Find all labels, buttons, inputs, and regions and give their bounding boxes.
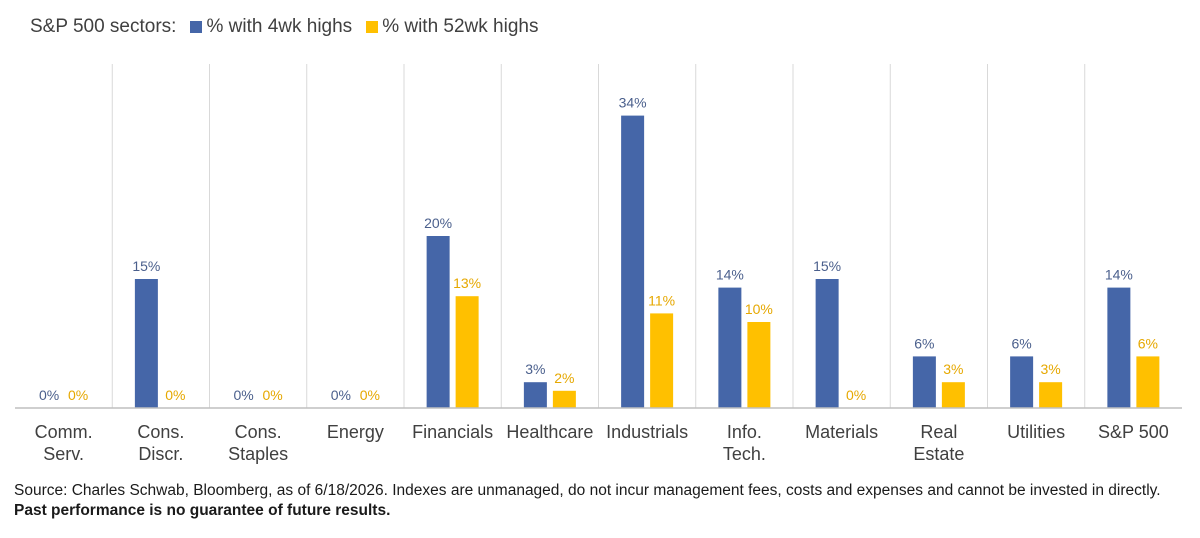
legend-label-4wk: % with 4wk highs	[206, 16, 353, 37]
bars	[134, 115, 1160, 408]
bar-52wk	[1039, 382, 1063, 408]
value-label-4wk: 3%	[525, 361, 545, 377]
value-label-4wk: 34%	[619, 95, 647, 111]
legend-item-4wk: % with 4wk highs	[190, 16, 352, 38]
value-label-4wk: 15%	[813, 258, 841, 274]
value-label-4wk: 14%	[1105, 267, 1133, 283]
bar-4wk	[1107, 287, 1131, 408]
bar-chart: 0% 0% 15% 0% 0% 0% 0% 0% 20% 13% 3% 2% 34% 11% 14% 10% 1…	[15, 64, 1182, 464]
tick-label: Cons.	[235, 422, 282, 442]
tick-label: Info.	[727, 422, 762, 442]
value-label-52wk: 0%	[360, 387, 380, 403]
value-label-4wk: 0%	[234, 387, 254, 403]
value-label-52wk: 0%	[263, 387, 283, 403]
legend-swatch-52wk	[366, 21, 379, 33]
value-label-4wk: 6%	[1012, 335, 1032, 351]
bar-4wk	[1010, 356, 1034, 408]
value-label-4wk: 20%	[424, 215, 452, 231]
bar-52wk	[455, 296, 479, 408]
bar-52wk	[1136, 356, 1160, 408]
tick-label: Serv.	[43, 444, 84, 464]
value-labels: 0% 0% 15% 0% 0% 0% 0% 0% 20% 13% 3% 2% 34% 11% 14% 10% 1…	[39, 95, 1158, 403]
bar-52wk	[941, 382, 965, 408]
value-label-52wk: 3%	[1041, 361, 1061, 377]
value-label-52wk: 6%	[1138, 335, 1158, 351]
value-label-52wk: 3%	[943, 361, 963, 377]
bar-4wk	[815, 279, 839, 408]
legend-label-52wk: % with 52wk highs	[382, 16, 539, 37]
bar-4wk	[912, 356, 936, 408]
value-label-4wk: 0%	[331, 387, 351, 403]
footnote-disclaimer: Past performance is no guarantee of futu…	[14, 502, 391, 519]
chart-legend: S&P 500 sectors: % with 4wk highs % with…	[30, 12, 552, 42]
legend-item-52wk: % with 52wk highs	[366, 16, 538, 38]
value-label-52wk: 0%	[165, 387, 185, 403]
tick-label: Cons.	[137, 422, 184, 442]
bar-52wk	[552, 390, 576, 408]
bar-4wk	[718, 287, 742, 408]
tick-label: S&P 500	[1098, 422, 1169, 442]
bar-4wk	[426, 236, 450, 408]
value-label-4wk: 6%	[914, 335, 934, 351]
value-label-4wk: 15%	[132, 258, 160, 274]
bar-4wk	[134, 279, 158, 408]
category-separators	[111, 64, 1086, 408]
value-label-52wk: 2%	[554, 370, 574, 386]
tick-label: Real	[920, 422, 957, 442]
legend-title: S&P 500 sectors:	[30, 16, 177, 37]
value-label-4wk: 0%	[39, 387, 59, 403]
value-label-4wk: 14%	[716, 267, 744, 283]
bar-52wk	[747, 322, 771, 408]
tick-label: Materials	[805, 422, 878, 442]
value-label-52wk: 13%	[453, 275, 481, 291]
footnote-text: Source: Charles Schwab, Bloomberg, as of…	[14, 482, 1161, 499]
tick-label: Utilities	[1007, 422, 1065, 442]
tick-label: Financials	[412, 422, 493, 442]
tick-label: Healthcare	[506, 422, 593, 442]
value-label-52wk: 11%	[648, 292, 675, 308]
tick-label: Energy	[327, 422, 384, 442]
tick-label: Staples	[228, 444, 288, 464]
tick-label: Discr.	[138, 444, 183, 464]
tick-label: Tech.	[723, 444, 766, 464]
bar-4wk	[621, 115, 645, 408]
bar-52wk	[650, 313, 674, 408]
source-footnote: Source: Charles Schwab, Bloomberg, as of…	[14, 481, 1164, 521]
tick-label: Estate	[913, 444, 964, 464]
tick-label: Industrials	[606, 422, 688, 442]
value-label-52wk: 0%	[846, 387, 866, 403]
bar-4wk	[523, 382, 547, 408]
legend-swatch-4wk	[190, 21, 203, 33]
tick-label: Comm.	[35, 422, 93, 442]
value-label-52wk: 10%	[745, 301, 773, 317]
value-label-52wk: 0%	[68, 387, 88, 403]
